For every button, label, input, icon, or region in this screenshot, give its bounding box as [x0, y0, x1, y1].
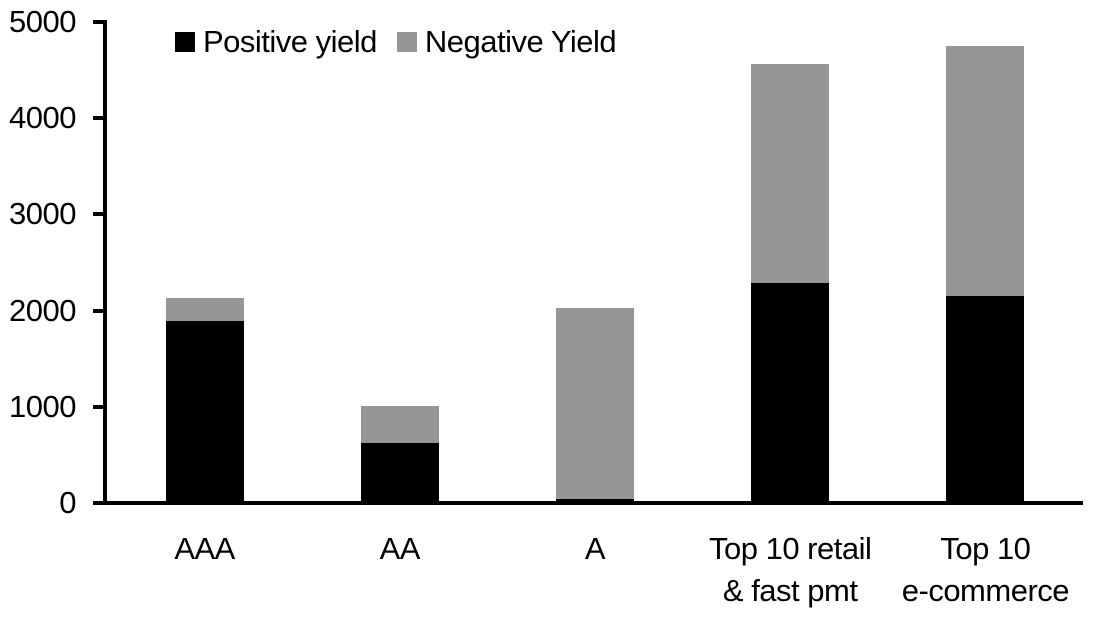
x-axis-category-label: Top 10 e-commerce: [901, 531, 1070, 608]
y-axis-tick-mark: [93, 212, 107, 217]
legend-label-positive-yield: Positive yield: [203, 24, 377, 59]
y-axis-tick-mark: [93, 308, 107, 313]
y-axis-tick-label: 2000: [9, 292, 76, 328]
y-axis-tick-mark: [93, 404, 107, 409]
x-axis-category-label: AA: [379, 531, 421, 566]
bar-segment-negative-yield: [751, 64, 830, 284]
y-axis-tick-label: 5000: [9, 4, 76, 39]
bar-segment-positive-yield: [556, 498, 634, 503]
bar-segment-positive-yield: [360, 442, 439, 503]
legend-item-negative-yield: Negative Yield: [396, 24, 617, 59]
bar-segment-negative-yield: [556, 308, 634, 499]
bar-a: [556, 308, 634, 503]
y-axis-tick-mark: [93, 20, 107, 24]
bar-segment-positive-yield: [751, 283, 830, 503]
y-axis-line: [103, 20, 107, 505]
legend-label-negative-yield: Negative Yield: [424, 24, 617, 59]
y-axis-tick-mark: [93, 116, 107, 121]
x-axis-category-label: Top 10 retail & fast pmt: [708, 531, 872, 608]
bar-segment-positive-yield: [946, 295, 1025, 503]
y-axis-tick-label: 1000: [9, 388, 76, 424]
x-axis-category-label: A: [584, 531, 606, 566]
y-axis-tick-mark: [93, 501, 107, 505]
bar-segment-negative-yield: [165, 298, 244, 322]
bar-segment-negative-yield: [946, 45, 1025, 296]
chart-legend: Positive yield Negative Yield: [175, 24, 617, 59]
x-axis-line: [103, 501, 1083, 505]
y-axis-tick-label: 0: [59, 485, 76, 520]
legend-swatch-negative-yield: [396, 31, 417, 52]
y-axis-tick-label: 3000: [9, 196, 76, 232]
legend-item-positive-yield: Positive yield: [175, 26, 377, 57]
bar-segment-positive-yield: [165, 321, 244, 503]
bar-aa: [360, 406, 439, 503]
bar-segment-negative-yield: [360, 406, 439, 443]
bar-top-10: [946, 45, 1025, 503]
legend-swatch-positive-yield: [175, 31, 195, 52]
bar-top-10-retail: [751, 64, 830, 503]
x-axis-category-label: AAA: [174, 531, 235, 566]
y-axis-tick-label: 4000: [9, 100, 76, 136]
bar-aaa: [165, 298, 244, 503]
